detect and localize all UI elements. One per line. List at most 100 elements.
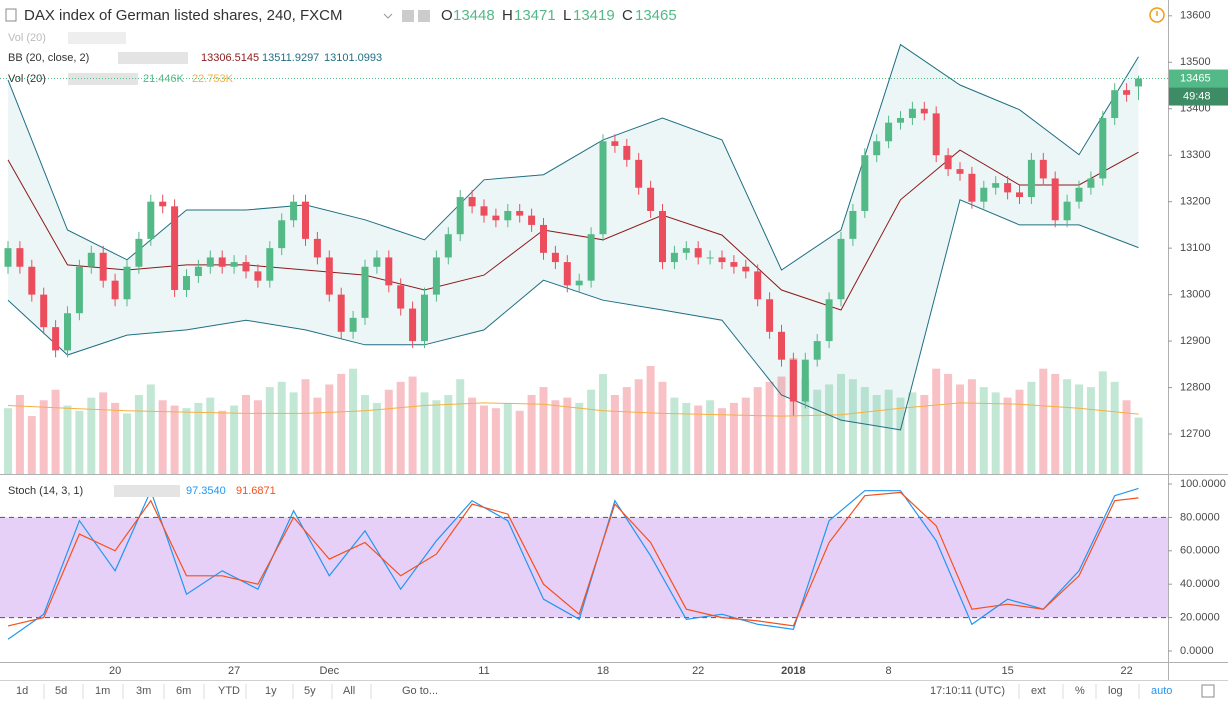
volume-bar bbox=[563, 397, 572, 474]
countdown-tag bbox=[1169, 87, 1228, 106]
stoch-legend[interactable]: Stoch (14, 3, 1) bbox=[8, 485, 83, 497]
ohlc-label: L bbox=[563, 7, 571, 24]
range-button[interactable]: 6m bbox=[176, 685, 191, 697]
volume-bar bbox=[158, 400, 167, 474]
volume-legend[interactable]: Vol (20) bbox=[8, 73, 46, 85]
range-button[interactable]: YTD bbox=[218, 685, 240, 697]
volume-bar bbox=[408, 376, 417, 474]
volume-bar bbox=[206, 397, 215, 474]
volume-bar bbox=[313, 397, 322, 474]
y-tick-label: 13000 bbox=[1180, 289, 1211, 301]
candle-body bbox=[456, 197, 464, 235]
volume-bar bbox=[1015, 389, 1024, 474]
volume-bar bbox=[813, 389, 822, 474]
volume-bar bbox=[372, 402, 381, 474]
goto-button[interactable]: Go to... bbox=[402, 685, 438, 697]
bb-legend[interactable]: BB (20, close, 2) bbox=[8, 52, 89, 64]
volume-bar bbox=[634, 379, 643, 474]
candle-body bbox=[587, 234, 595, 281]
candle-body bbox=[1075, 187, 1083, 202]
range-button[interactable]: 1y bbox=[265, 685, 277, 697]
range-button[interactable]: 5d bbox=[55, 685, 67, 697]
candle-body bbox=[563, 262, 571, 286]
countdown-label: 49:48 bbox=[1183, 90, 1211, 102]
volume-bar bbox=[253, 400, 262, 474]
volume-bar bbox=[920, 395, 929, 474]
stoch-line bbox=[7, 491, 1139, 627]
candle-body bbox=[373, 257, 381, 267]
symbol-icon[interactable] bbox=[5, 8, 17, 22]
volume-bar bbox=[134, 395, 143, 474]
candle-body bbox=[230, 262, 238, 267]
candle-body bbox=[1087, 178, 1095, 188]
option-button[interactable]: auto bbox=[1151, 685, 1172, 697]
candle-body bbox=[980, 187, 988, 202]
volume-bar bbox=[230, 405, 239, 474]
range-button[interactable]: All bbox=[343, 685, 355, 697]
dropdown-icon[interactable] bbox=[383, 13, 393, 19]
candle-body bbox=[504, 210, 512, 221]
volume-bar bbox=[242, 395, 250, 474]
volume-bar bbox=[527, 395, 536, 474]
y-tick-label: 12800 bbox=[1180, 381, 1211, 393]
study-buttons[interactable] bbox=[68, 32, 126, 44]
candle-body bbox=[528, 215, 536, 225]
hidden-study-legend[interactable]: Vol (20) bbox=[8, 32, 46, 44]
candle-body bbox=[278, 220, 286, 249]
volume-bar bbox=[87, 397, 96, 474]
candle-body bbox=[302, 201, 309, 239]
volume-bar bbox=[361, 395, 369, 474]
plot-layer bbox=[0, 43, 1168, 640]
candle-body bbox=[194, 266, 202, 277]
candle-body bbox=[99, 252, 107, 281]
range-button[interactable]: 1m bbox=[95, 685, 110, 697]
candle-body bbox=[932, 113, 940, 156]
volume-bar bbox=[182, 408, 191, 474]
clock: 17:10:11 (UTC) bbox=[930, 685, 1005, 697]
candle-body bbox=[349, 317, 357, 332]
settings-icon[interactable] bbox=[418, 10, 430, 22]
settings-button[interactable] bbox=[1201, 684, 1215, 698]
range-button[interactable]: 1d bbox=[16, 685, 28, 697]
candle-body bbox=[313, 238, 321, 258]
volume-bar bbox=[63, 405, 72, 474]
candle-body bbox=[16, 248, 24, 267]
candle-body bbox=[1027, 159, 1035, 198]
y-tick-label: 60.0000 bbox=[1180, 545, 1220, 557]
volume-bar bbox=[27, 416, 36, 474]
high-value: 13471 bbox=[514, 7, 556, 24]
option-button[interactable]: log bbox=[1108, 685, 1123, 697]
candle-body bbox=[254, 271, 262, 281]
study-buttons[interactable] bbox=[114, 485, 180, 497]
bb-upper-value: 13511.9297 bbox=[262, 52, 319, 64]
alert-icon[interactable] bbox=[1149, 7, 1165, 23]
volume-bar bbox=[825, 384, 834, 474]
volume-bar bbox=[741, 397, 750, 474]
range-button[interactable]: 3m bbox=[136, 685, 151, 697]
candle-body bbox=[266, 248, 274, 281]
candle-body bbox=[968, 173, 976, 202]
candle-body bbox=[718, 257, 726, 263]
candle-body bbox=[409, 308, 417, 342]
candle-body bbox=[825, 299, 833, 342]
study-buttons[interactable] bbox=[118, 52, 188, 64]
volume-bar bbox=[622, 387, 631, 474]
stoch-k-value: 97.3540 bbox=[186, 485, 226, 497]
option-button[interactable]: ext bbox=[1031, 685, 1046, 697]
volume-bar bbox=[480, 405, 488, 474]
y-tick-label: 100.0000 bbox=[1180, 478, 1226, 490]
eye-icon[interactable] bbox=[402, 10, 414, 22]
volume-bar bbox=[384, 389, 393, 474]
x-tick-label: 18 bbox=[597, 665, 609, 677]
bb-lower bbox=[7, 199, 1139, 431]
option-button[interactable]: % bbox=[1075, 685, 1085, 697]
toolbar: Go to... 17:10:11 (UTC) 1d 5d 1m 3m 6m YTD 1y 5… bbox=[16, 684, 1215, 699]
volume-bar bbox=[646, 366, 655, 474]
candle-body bbox=[218, 257, 226, 267]
volume-bar bbox=[991, 392, 1000, 474]
range-button[interactable]: 5y bbox=[304, 685, 316, 697]
candle-body bbox=[861, 155, 869, 211]
volume-bar bbox=[265, 387, 274, 474]
volume-bar bbox=[551, 400, 560, 474]
candle-body bbox=[789, 359, 797, 402]
